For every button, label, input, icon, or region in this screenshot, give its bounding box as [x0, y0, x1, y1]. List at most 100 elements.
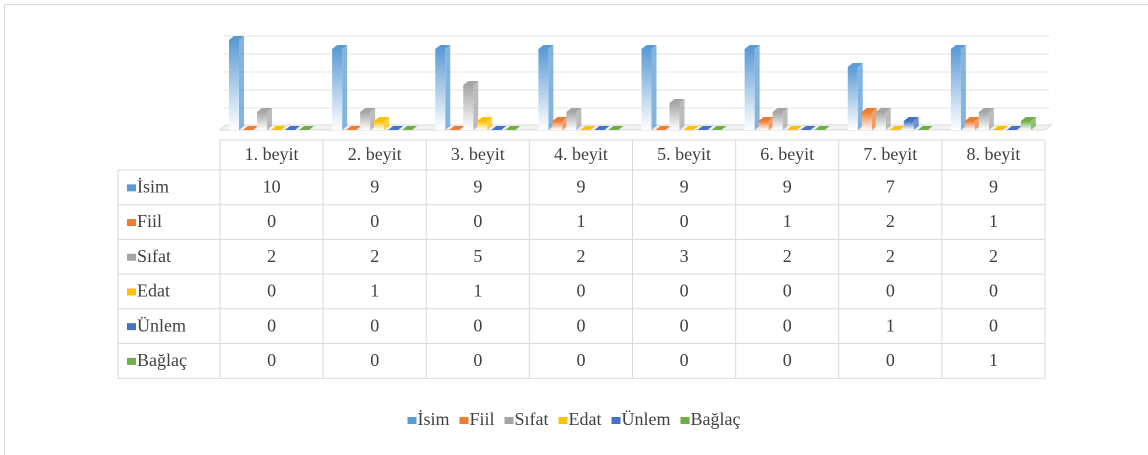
- legend-key: [127, 323, 136, 331]
- table-value: 0: [886, 350, 895, 370]
- bar-side: [384, 117, 390, 130]
- table-value: 0: [473, 315, 482, 335]
- table-value: 1: [576, 211, 585, 231]
- bar: [1006, 126, 1022, 130]
- bar: [566, 108, 582, 130]
- series-label: Edat: [137, 281, 170, 301]
- bar: [655, 126, 671, 130]
- legend-key: [558, 417, 568, 424]
- bar-side: [1030, 117, 1036, 130]
- bar: [847, 63, 863, 130]
- bar-side: [445, 45, 451, 130]
- category-label: 5. beyit: [657, 144, 711, 164]
- bar: [491, 126, 507, 130]
- legend-key: [127, 253, 136, 261]
- bar-front: [950, 49, 961, 130]
- bar-side: [782, 108, 788, 130]
- category-label: 7. beyit: [863, 144, 917, 164]
- bar-top: [669, 99, 685, 103]
- bar-side: [960, 45, 966, 130]
- bar-top: [903, 117, 919, 121]
- bar: [1020, 117, 1036, 130]
- bar-top: [346, 126, 362, 130]
- legend-key: [127, 357, 136, 365]
- table-value: 0: [576, 281, 585, 301]
- table-value: 1: [989, 350, 998, 370]
- table-value: 0: [680, 281, 689, 301]
- bar-top: [594, 126, 610, 130]
- legend-key: [127, 288, 136, 296]
- bar-top: [683, 126, 699, 130]
- category-label: 3. beyit: [451, 144, 505, 164]
- bar: [608, 126, 624, 130]
- bar-top: [655, 126, 671, 130]
- bar: [800, 126, 816, 130]
- bar: [594, 126, 610, 130]
- bar-side: [913, 117, 919, 130]
- bar-front: [463, 85, 474, 130]
- table-value: 9: [576, 176, 585, 196]
- bar-top: [505, 126, 521, 130]
- category-label: 6. beyit: [760, 144, 814, 164]
- bar-front: [538, 49, 549, 130]
- legend-label: Sıfat: [515, 409, 549, 429]
- bar-top: [402, 126, 418, 130]
- table-value: 10: [263, 176, 281, 196]
- bar: [435, 45, 451, 130]
- table-value: 0: [989, 315, 998, 335]
- table-value: 1: [989, 211, 998, 231]
- table-value: 2: [989, 246, 998, 266]
- table-value: 0: [370, 315, 379, 335]
- series-label: Fiil: [137, 211, 162, 231]
- bar-top: [374, 117, 390, 121]
- bar-side: [370, 108, 376, 130]
- bar-top: [641, 45, 657, 49]
- bar: [332, 45, 348, 130]
- bar-top: [950, 45, 966, 49]
- bar-front: [332, 49, 343, 130]
- bar: [889, 126, 905, 130]
- bar-front: [772, 112, 783, 130]
- bar-side: [885, 108, 891, 130]
- bar-top: [332, 45, 348, 49]
- bar: [697, 126, 713, 130]
- bar: [814, 126, 830, 130]
- category-label: 4. beyit: [554, 144, 608, 164]
- bar: [229, 36, 244, 130]
- table-value: 9: [473, 176, 482, 196]
- table-value: 2: [886, 211, 895, 231]
- bar-side: [974, 117, 980, 130]
- bar-top: [875, 108, 891, 112]
- bar-side: [768, 117, 774, 130]
- bar-side: [473, 81, 479, 130]
- bar-top: [477, 117, 493, 121]
- bar: [360, 108, 376, 130]
- bar-front: [964, 121, 975, 130]
- bar-top: [435, 45, 451, 49]
- bar: [505, 126, 521, 130]
- bar: [641, 45, 657, 130]
- bar-side: [239, 36, 244, 130]
- bar-top: [552, 117, 568, 121]
- bar-side: [576, 108, 582, 130]
- bar: [861, 108, 877, 130]
- bar: [992, 126, 1008, 130]
- table-value: 0: [989, 281, 998, 301]
- table-value: 0: [370, 350, 379, 370]
- bar-top: [299, 126, 314, 130]
- bar-top: [243, 126, 258, 130]
- bar: [978, 108, 994, 130]
- table-value: 1: [886, 315, 895, 335]
- bar-top: [800, 126, 816, 130]
- table-value: 0: [473, 350, 482, 370]
- bar-front: [477, 121, 488, 130]
- bar-top: [271, 126, 286, 130]
- bar-front: [903, 121, 914, 130]
- table-value: 0: [886, 281, 895, 301]
- legend-key: [680, 417, 690, 424]
- bar-front: [744, 49, 755, 130]
- floor: [218, 124, 1053, 131]
- bar-top: [978, 108, 994, 112]
- bar-top: [463, 81, 479, 85]
- legend-label: İsim: [417, 409, 449, 429]
